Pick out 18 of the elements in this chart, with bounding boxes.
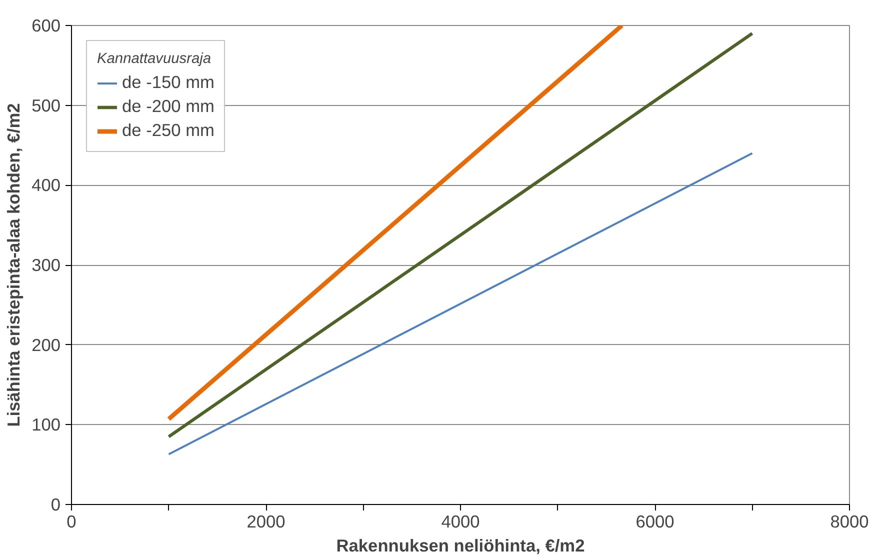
x-tick-label: 6000 xyxy=(636,512,674,532)
y-axis-title: Lisähinta eristepinta-alaa kohden, €/m2 xyxy=(4,103,24,427)
x-axis-title: Rakennuksen neliöhinta, €/m2 xyxy=(336,536,585,556)
x-tick-label: 8000 xyxy=(830,512,869,532)
y-tick-label: 400 xyxy=(32,175,61,196)
y-tick-label: 200 xyxy=(32,334,61,355)
y-tick-label: 300 xyxy=(32,255,61,275)
x-tick-label: 2000 xyxy=(246,512,286,532)
y-tick-label: 600 xyxy=(32,16,61,36)
legend-label: de -150 mm xyxy=(122,72,214,93)
legend-label: de -200 mm xyxy=(122,96,214,117)
legend-title: Kannattavuusraja xyxy=(97,51,212,67)
y-tick-label: 0 xyxy=(50,494,61,514)
y-tick-label: 500 xyxy=(32,95,61,116)
legend-label: de -250 mm xyxy=(122,120,214,141)
x-tick-label: 4000 xyxy=(441,512,480,532)
x-tick-label: 0 xyxy=(66,512,76,532)
y-tick-label: 100 xyxy=(32,414,61,435)
